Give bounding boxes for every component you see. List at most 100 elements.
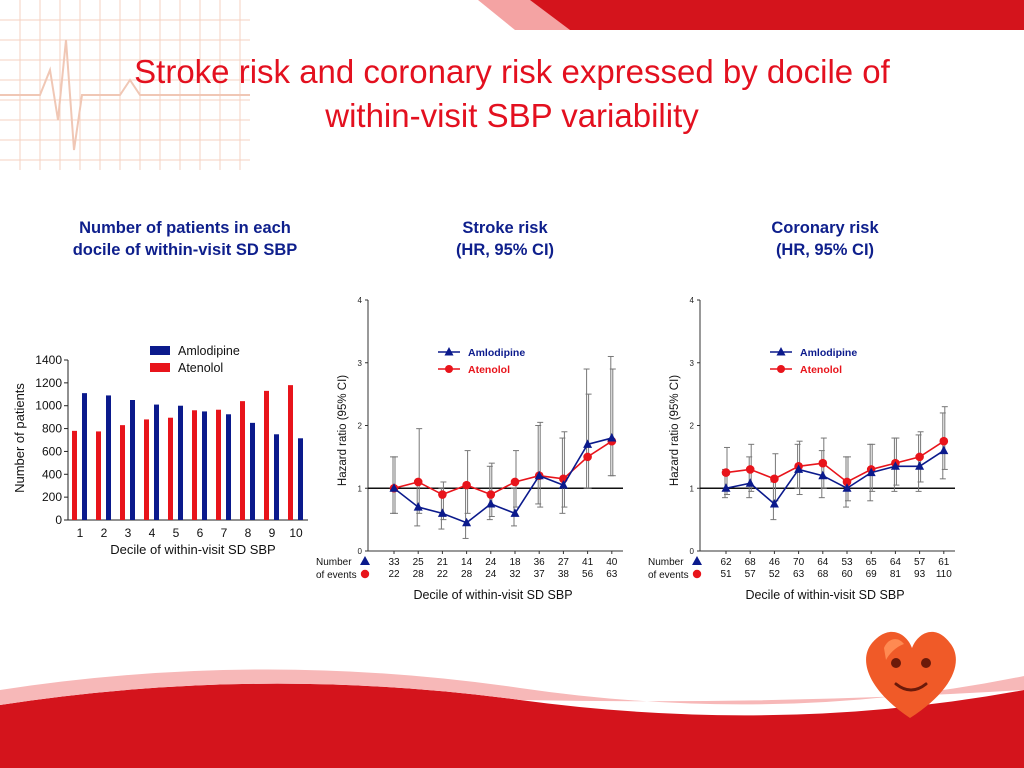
- ecg-trace-decoration: [0, 39, 250, 151]
- y-tick-label: 1000: [35, 399, 62, 413]
- events-count-atenolol: 37: [534, 569, 546, 580]
- stroke-hazard-chart: 0 1 2 3 4 Hazard ratio (95% CI) Amlodipine Aten…: [316, 296, 623, 602]
- events-count-atenolol: 68: [817, 569, 829, 580]
- events-count-atenolol: 51: [720, 569, 732, 580]
- y-tick-label: 400: [42, 467, 62, 481]
- bar-atenolol: [168, 417, 173, 520]
- point-atenolol: [413, 477, 423, 487]
- point-amlodipine: [721, 483, 731, 492]
- y-tick-label: 0: [690, 547, 695, 556]
- bar-atenolol: [144, 419, 149, 520]
- events-count-atenolol: 93: [914, 569, 926, 580]
- bar-atenolol: [96, 431, 101, 520]
- top-ribbon-highlight: [478, 0, 570, 30]
- point-atenolol: [486, 490, 496, 499]
- coronary-hazard-chart: 0 1 2 3 4 Hazard ratio (95% CI) Amlodipine Aten…: [648, 296, 955, 602]
- events-count-amlodipine: 21: [437, 557, 449, 568]
- legend-swatch-amlodipine: [150, 346, 170, 355]
- bar-amlodipine: [82, 393, 87, 520]
- y-tick-label: 3: [690, 359, 695, 368]
- bar-atenolol: [192, 410, 197, 520]
- events-count-atenolol: 57: [745, 569, 757, 580]
- events-count-amlodipine: 41: [582, 557, 594, 568]
- events-row-marker-atenolol: [692, 569, 702, 579]
- events-count-amlodipine: 40: [606, 557, 618, 568]
- y-tick-label: 600: [42, 444, 62, 458]
- point-atenolol: [745, 465, 755, 474]
- x-tick-label: 10: [289, 526, 303, 540]
- legend-marker-atenolol: [777, 365, 785, 373]
- point-atenolol: [818, 458, 828, 468]
- events-count-amlodipine: 70: [793, 557, 805, 568]
- events-count-atenolol: 22: [388, 569, 400, 580]
- bottom-red-wave: [0, 683, 1024, 768]
- legend-label-amlodipine: Amlodipine: [178, 344, 240, 358]
- events-row-marker-atenolol: [360, 569, 370, 579]
- y-tick-label: 3: [358, 359, 363, 368]
- events-count-amlodipine: 24: [485, 557, 497, 568]
- events-count-atenolol: 63: [793, 569, 805, 580]
- events-row-label: Number: [648, 557, 684, 568]
- events-count-atenolol: 22: [437, 569, 449, 580]
- events-count-atenolol: 60: [841, 569, 853, 580]
- events-count-amlodipine: 64: [817, 557, 829, 568]
- events-count-atenolol: 52: [769, 569, 781, 580]
- events-count-amlodipine: 33: [388, 557, 400, 568]
- events-count-atenolol: 63: [606, 569, 618, 580]
- events-count-amlodipine: 64: [890, 557, 902, 568]
- bar-atenolol: [264, 390, 269, 520]
- point-atenolol: [462, 480, 471, 490]
- events-count-amlodipine: 53: [841, 557, 853, 568]
- bar-atenolol: [216, 409, 221, 520]
- x-tick-label: 4: [149, 526, 156, 540]
- events-count-amlodipine: 46: [769, 557, 781, 568]
- point-amlodipine: [794, 464, 804, 473]
- point-amlodipine: [745, 478, 755, 487]
- point-amlodipine: [842, 483, 852, 492]
- events-count-amlodipine: 68: [745, 557, 757, 568]
- point-amlodipine: [583, 439, 593, 448]
- y-tick-label: 2: [690, 422, 695, 431]
- bar-amlodipine: [202, 411, 207, 520]
- events-row-label: of events: [316, 570, 357, 581]
- heart-mascot-icon: [866, 631, 956, 718]
- point-atenolol: [915, 452, 924, 462]
- x-tick-label: 3: [125, 526, 132, 540]
- point-atenolol: [770, 474, 779, 484]
- y-tick-label: 1: [690, 484, 695, 493]
- point-amlodipine: [510, 508, 520, 517]
- x-axis-label: Decile of within-visit SD SBP: [413, 588, 572, 602]
- events-count-atenolol: 28: [461, 569, 473, 580]
- events-count-atenolol: 81: [890, 569, 902, 580]
- events-count-amlodipine: 62: [720, 557, 732, 568]
- series-line-amlodipine: [393, 437, 613, 524]
- bar-amlodipine: [106, 395, 111, 520]
- point-amlodipine: [818, 470, 828, 480]
- events-count-amlodipine: 27: [558, 557, 570, 568]
- events-count-atenolol: 69: [866, 569, 878, 580]
- y-tick-label: 4: [358, 296, 363, 305]
- stroke-panel-title: Stroke risk (HR, 95% CI): [400, 217, 610, 261]
- events-row-label: Number: [316, 557, 352, 568]
- events-count-atenolol: 38: [558, 569, 570, 580]
- bar-amlodipine: [274, 434, 279, 520]
- events-count-amlodipine: 65: [866, 557, 878, 568]
- x-tick-label: 9: [269, 526, 276, 540]
- grid-paper-pattern: [0, 0, 250, 170]
- legend-marker-amlodipine: [444, 347, 454, 356]
- series-line-atenolol: [725, 440, 945, 483]
- legend-label-atenolol: Atenolol: [178, 361, 223, 375]
- patients-panel-title-line-1: Number of patients in each: [79, 219, 291, 237]
- legend-swatch-atenolol: [150, 363, 170, 372]
- y-axis-label: Number of patients: [12, 383, 27, 493]
- coronary-panel-title: Coronary risk (HR, 95% CI): [720, 217, 930, 261]
- events-row-marker-amlodipine: [692, 556, 702, 565]
- y-axis-label: Hazard ratio (95% CI): [669, 375, 681, 486]
- y-tick-label: 2: [358, 422, 363, 431]
- point-atenolol: [939, 436, 949, 446]
- events-count-atenolol: 110: [936, 569, 952, 580]
- point-atenolol: [510, 477, 520, 487]
- events-count-atenolol: 28: [413, 569, 425, 580]
